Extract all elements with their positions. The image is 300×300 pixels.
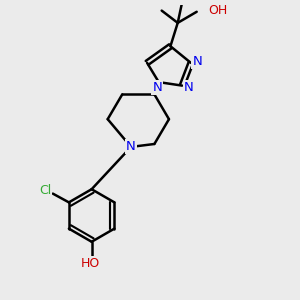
Text: HO: HO xyxy=(80,257,100,270)
Text: N: N xyxy=(184,81,194,94)
Text: N: N xyxy=(126,140,136,153)
Text: OH: OH xyxy=(208,4,227,17)
Text: N: N xyxy=(152,81,162,94)
Text: N: N xyxy=(192,55,202,68)
Text: Cl: Cl xyxy=(39,184,51,196)
